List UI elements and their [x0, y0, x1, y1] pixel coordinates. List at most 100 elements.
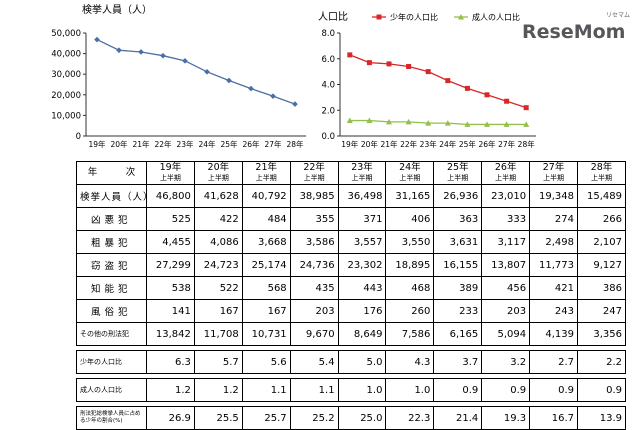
y-tick-label: 40,000 [51, 50, 81, 60]
table-cell: 3.7 [433, 350, 483, 374]
x-tick-label: 20年 [361, 139, 379, 149]
row-label: 知能犯 [76, 276, 147, 300]
data-point [366, 117, 373, 124]
row-label: 凶悪犯 [76, 207, 147, 231]
table-cell: 13.9 [577, 406, 626, 430]
table-header-row: 年 次 19年 上半期 20年 上半期 21年 上半期 22年 上半期 23年 上半期 2… [76, 161, 626, 185]
table-cell: 4,086 [193, 230, 243, 254]
table-cell: 25.0 [337, 406, 387, 430]
table-cell: 24,736 [289, 253, 339, 277]
table-cell: 16.7 [529, 406, 579, 430]
row-label: 成人の人口比 [76, 378, 147, 402]
x-tick-label: 27年 [498, 139, 516, 149]
data-point [292, 101, 298, 107]
year-header: 25年 上半期 [433, 161, 483, 185]
table-cell: 203 [289, 299, 339, 323]
data-point [464, 85, 470, 91]
table-cell: 8,649 [337, 322, 387, 346]
table-cell: 4.3 [385, 350, 435, 374]
table-cell: 443 [337, 276, 387, 300]
data-point [376, 14, 382, 20]
table-cell: 24,723 [193, 253, 243, 277]
table-row: 刑法犯総検挙人員に占める少年の割合(%) 26.9 25.5 25.7 25.2 25.0… [76, 406, 626, 430]
row-label: 粗暴犯 [76, 230, 147, 254]
year-header: 21年 上半期 [241, 161, 291, 185]
table-cell: 19,348 [529, 184, 579, 208]
legend-label: 成人の人口比 [472, 12, 520, 22]
axes: 0 10,000 20,000 30,000 40,000 50,000 19年 20年 21年… [51, 29, 306, 149]
table-body: 検挙人員（人） 46,800 41,628 40,792 38,985 36,498 31,… [76, 184, 626, 430]
table-cell: 3,586 [289, 230, 339, 254]
data-point [405, 118, 412, 125]
resemom-logo: リセマム ReseMom [522, 12, 630, 43]
x-tick-label: 25年 [220, 139, 238, 149]
year-header: 20年 上半期 [193, 161, 243, 185]
table-cell: 0.9 [481, 378, 531, 402]
table-row: 風俗犯 141 167 167 203 176 260 233 203 243 247 [76, 299, 626, 323]
y-tick-label: 6.0 [321, 55, 335, 65]
series [346, 52, 530, 127]
table-cell: 243 [529, 299, 579, 323]
table-cell: 2,498 [529, 230, 579, 254]
data-point [406, 63, 412, 69]
x-tick-label: 28年 [286, 139, 304, 149]
x-tick-label: 23年 [176, 139, 194, 149]
table-cell: 406 [385, 207, 435, 231]
year-header: 28年 上半期 [577, 161, 626, 185]
y-tick-label: 50,000 [51, 29, 81, 39]
data-point [484, 92, 490, 98]
table-cell: 525 [146, 207, 195, 231]
table-cell: 333 [481, 207, 531, 231]
table-cell: 6,165 [433, 322, 483, 346]
x-tick-label: 25年 [459, 139, 477, 149]
x-tick-label: 26年 [242, 139, 260, 149]
y-tick-label: 30,000 [51, 70, 81, 80]
x-tick-label: 19年 [341, 139, 359, 149]
table-row: 成人の人口比 1.2 1.2 1.1 1.1 1.0 1.0 0.9 0.9 0.9 0.9 [76, 378, 626, 402]
table-cell: 1.1 [289, 378, 339, 402]
data-point [523, 105, 529, 111]
table-cell: 1.2 [146, 378, 195, 402]
table-row: 検挙人員（人） 46,800 41,628 40,792 38,985 36,498 31,… [76, 184, 626, 208]
table-cell: 7,586 [385, 322, 435, 346]
x-tick-label: 24年 [198, 139, 216, 149]
table-cell: 3.2 [481, 350, 531, 374]
table-cell: 4,455 [146, 230, 195, 254]
table-cell: 5,094 [481, 322, 531, 346]
table-cell: 4,139 [529, 322, 579, 346]
data-point [386, 118, 392, 125]
table-cell: 2,107 [577, 230, 626, 254]
table-row: 少年の人口比 6.3 5.7 5.6 5.4 5.0 4.3 3.7 3.2 2.7 2.2 [76, 350, 626, 374]
data-point [226, 77, 232, 84]
row-label: 風俗犯 [76, 299, 147, 323]
statistics-table: 年 次 19年 上半期 20年 上半期 21年 上半期 22年 上半期 23年 上半期 2… [76, 161, 626, 430]
arrest-count-chart: 検挙人員（人） 0 10,000 20,000 30,000 40,000 50,000 1… [51, 3, 306, 149]
table-cell: 46,800 [146, 184, 195, 208]
legend: 少年の人口比 成人の人口比 [372, 12, 520, 22]
data-point [204, 68, 210, 75]
data-point [386, 61, 392, 67]
x-tick-label: 26年 [478, 139, 496, 149]
y-tick-label: 0 [76, 132, 81, 142]
table-cell: 386 [577, 276, 626, 300]
table-cell: 5.4 [289, 350, 339, 374]
table-cell: 1.0 [337, 378, 387, 402]
y-tick-label: 10,000 [51, 111, 81, 121]
year-header: 23年 上半期 [337, 161, 387, 185]
table-cell: 26.9 [146, 406, 195, 430]
data-point [458, 14, 464, 20]
table-cell: 27,299 [146, 253, 195, 277]
data-point [445, 78, 451, 84]
data-point [484, 121, 490, 127]
x-tick-label: 22年 [154, 139, 172, 149]
data-point [425, 69, 431, 75]
table-cell: 36,498 [337, 184, 387, 208]
series-line [349, 119, 527, 126]
table-cell: 13,807 [481, 253, 531, 277]
table-cell: 363 [433, 207, 483, 231]
table-cell: 389 [433, 276, 483, 300]
population-ratio-chart: 人口比 少年の人口比 成人の人口比 0.0 2.0 4.0 6.0 8.0 19年 20年 21… [318, 11, 536, 149]
table-cell: 422 [193, 207, 243, 231]
year-header: 27年 上半期 [529, 161, 579, 185]
table-cell: 1.2 [193, 378, 243, 402]
